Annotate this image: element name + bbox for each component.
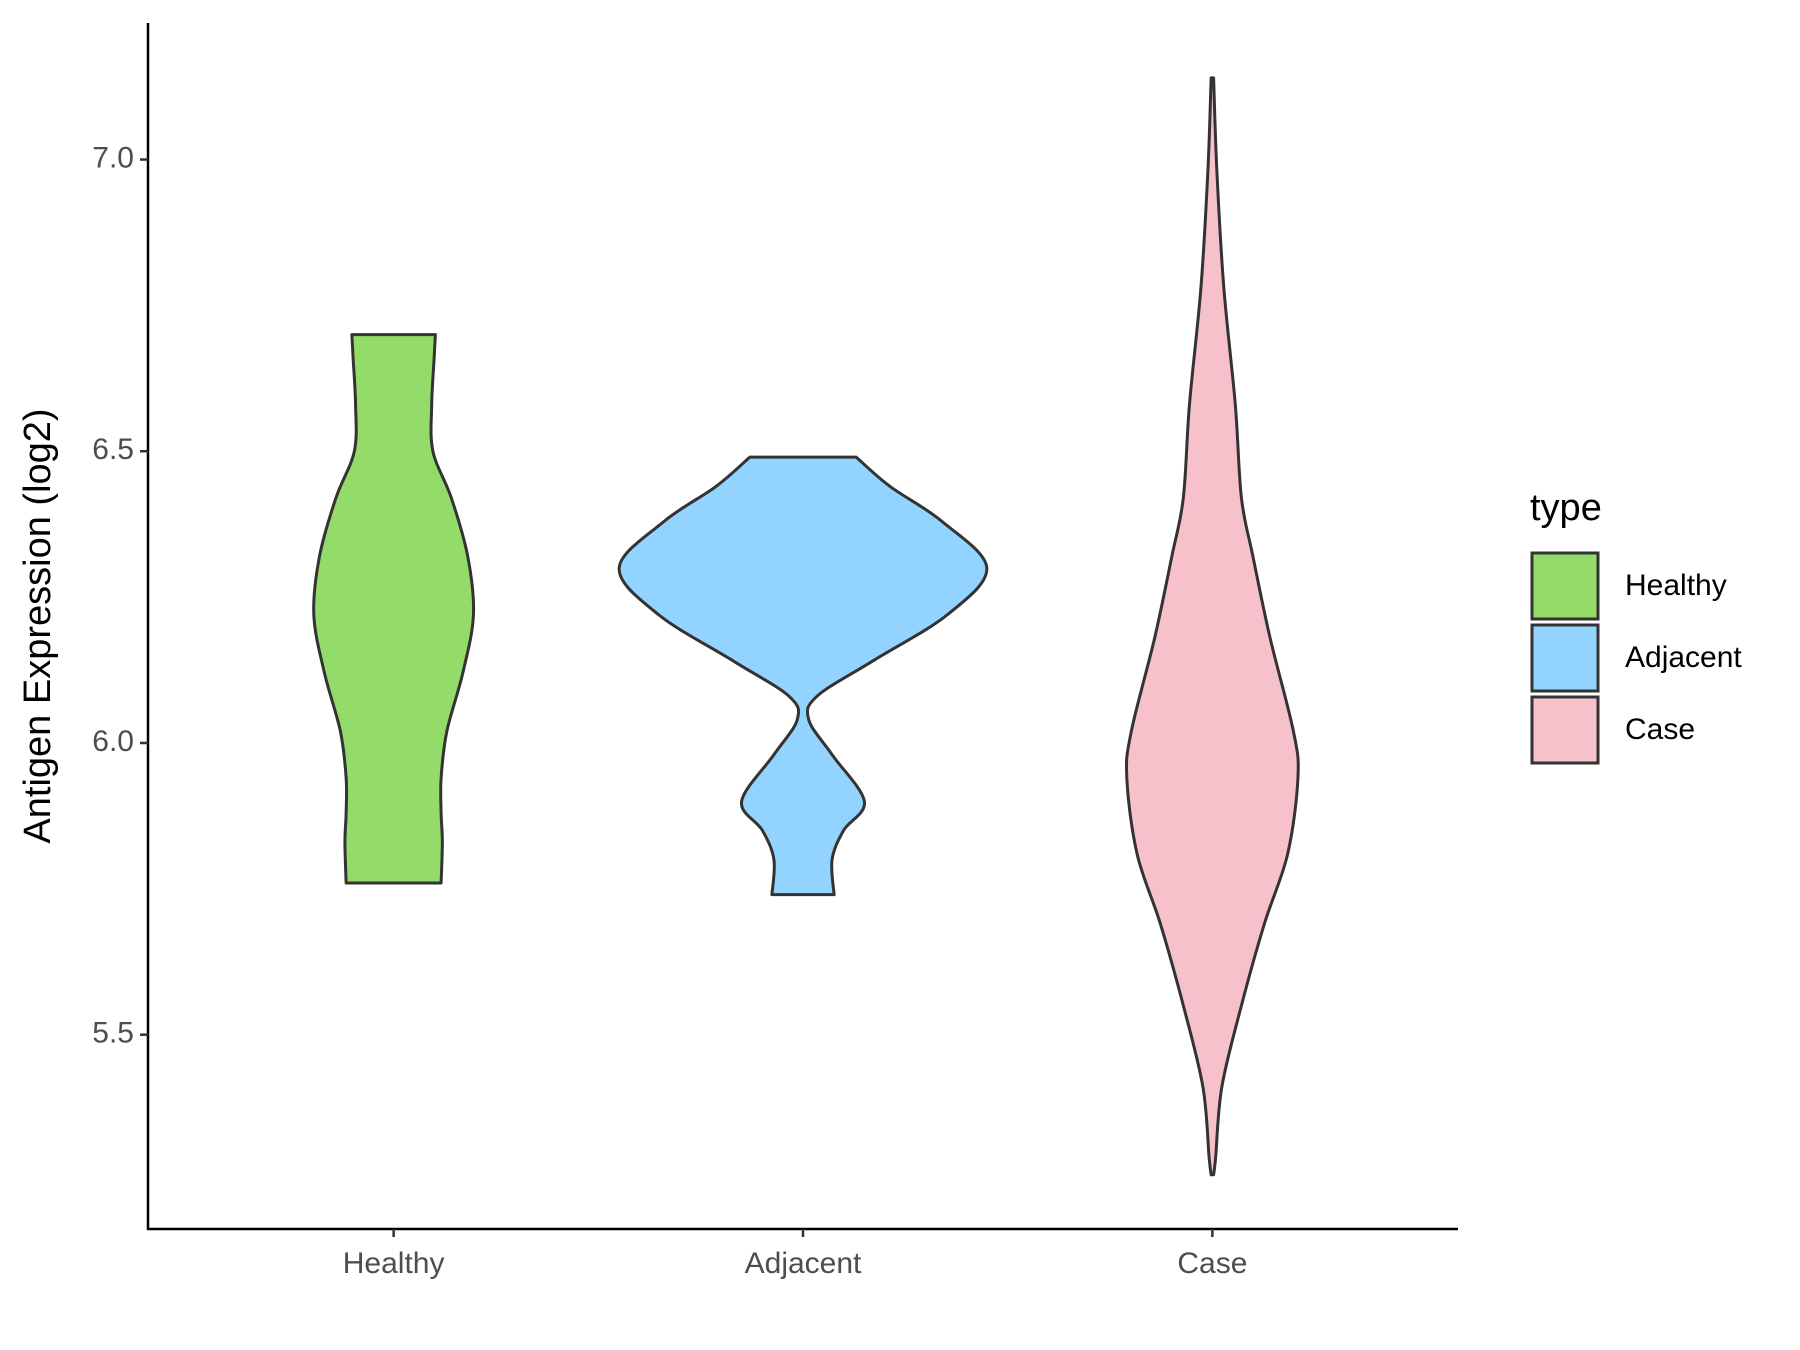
legend-title: type [1530, 487, 1602, 529]
violin [1124, 76, 1300, 1177]
x-tick-label: Case [1177, 1247, 1247, 1280]
y-tick-label: 6.0 [92, 725, 134, 758]
y-tick-label: 5.5 [92, 1017, 134, 1050]
violin [617, 455, 989, 897]
y-tick-label: 6.5 [92, 433, 134, 466]
x-tick-label: Healthy [343, 1247, 445, 1280]
y-tick-label: 7.0 [92, 141, 134, 174]
y-axis-title: Antigen Expression (log2) [17, 408, 59, 843]
legend-key [1530, 551, 1600, 621]
legend-key [1530, 623, 1600, 693]
violin [312, 333, 476, 885]
x-tick-label: Adjacent [745, 1247, 862, 1280]
legend-key [1530, 695, 1600, 765]
legend-label: Adjacent [1625, 641, 1742, 674]
legend-label: Healthy [1625, 569, 1727, 602]
legend-label: Case [1625, 713, 1695, 746]
